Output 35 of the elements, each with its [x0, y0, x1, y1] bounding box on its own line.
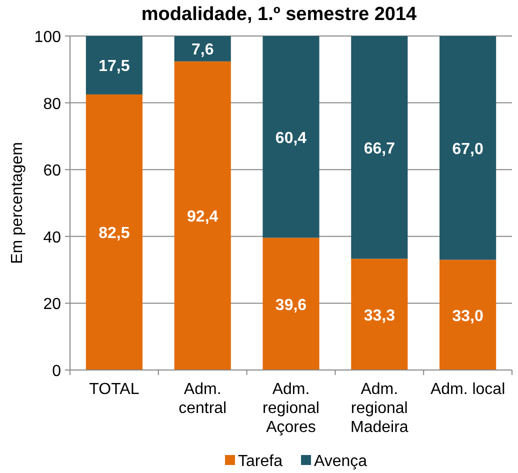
bar [440, 36, 496, 260]
x-tick-label: Adm. local [430, 381, 506, 398]
bar [174, 36, 231, 62]
data-label: 17,5 [98, 58, 130, 76]
y-tick-label: 20 [43, 296, 62, 314]
bar [86, 94, 142, 370]
data-label: 67,0 [452, 140, 484, 158]
bar [174, 61, 231, 370]
bar [86, 36, 142, 94]
bar [351, 258, 408, 370]
bar [440, 260, 496, 370]
x-tick-label: Adm. regional Madeira [350, 381, 408, 436]
y-tick-label: 40 [43, 229, 62, 246]
x-tick-label: Adm. central [178, 381, 227, 417]
x-tick-label: Adm. regional Açores [262, 381, 320, 436]
y-tick-label: 60 [43, 162, 62, 180]
y-tick-label: 80 [43, 96, 62, 113]
bar [262, 36, 320, 238]
y-axis-title: Em percentagem [9, 142, 26, 264]
legend-label: Avença [314, 453, 368, 470]
data-label: 60,4 [275, 130, 307, 147]
x-tick-label: TOTAL [89, 381, 140, 398]
data-label: 92,4 [187, 208, 218, 226]
data-label: 82,5 [98, 225, 130, 242]
legend-label: Tarefa [238, 453, 283, 470]
y-tick-label: 100 [34, 29, 62, 46]
bar [351, 36, 408, 259]
data-label: 33,3 [364, 307, 396, 324]
data-label: 66,7 [364, 140, 396, 158]
data-label: 39,6 [275, 296, 307, 314]
chart-title: modalidade, 1.º semestre 2014 [141, 4, 418, 25]
data-label: 33,0 [452, 308, 484, 325]
data-label: 7,6 [191, 42, 214, 59]
bar [262, 238, 320, 370]
y-tick-label: 0 [52, 363, 62, 380]
